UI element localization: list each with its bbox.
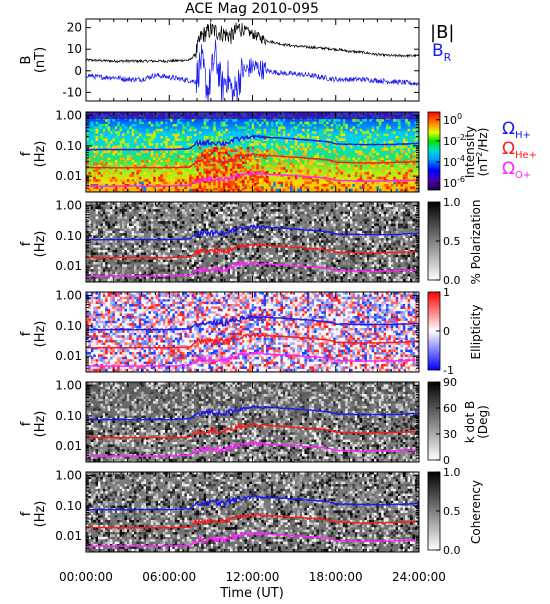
panel-ylabel-units: (Hz): [33, 321, 48, 348]
mag-ytick-label: 0: [74, 64, 82, 78]
chart-title: ACE Mag 2010-095: [185, 1, 319, 17]
colorbar-tick-label: 1.0: [443, 466, 461, 479]
cyclotron-legend-1: ΩHe+: [502, 139, 537, 161]
colorbar-tick-label: 0: [443, 325, 450, 338]
freq-tick-label: 0.10: [55, 139, 82, 153]
freq-tick-label: 0.10: [55, 499, 82, 513]
magnetic-field-panel: 20 10 0 -10 B (nT) |B| BR: [19, 19, 454, 110]
colorbar-title: % Polarization: [469, 200, 483, 285]
freq-tick-label: 0.01: [55, 529, 82, 543]
panel-ylabel-units: (Hz): [33, 231, 48, 258]
time-tick-label: 00:00:00: [59, 570, 113, 584]
panel-ylabel: f: [19, 421, 34, 426]
mag-ytick-label: -10: [62, 85, 82, 99]
freq-tick-label: 0.10: [55, 319, 82, 333]
panel-ylabel: f: [19, 241, 34, 246]
time-tick-label: 18:00:00: [309, 570, 363, 584]
spectrogram-panel-coherency: 1.00 0.10 0.01 f(Hz) 1.0 0.5 0.0 Coherency: [19, 466, 483, 557]
spectrogram-panel-polarization: 1.000.100.01f(Hz)1.00.50.0% Polarization: [19, 196, 483, 287]
freq-tick-label: 0.10: [55, 229, 82, 243]
freq-tick-label: 1.00: [55, 468, 82, 482]
colorbar-tick-label: 30: [443, 428, 457, 441]
panel-ylabel: f: [19, 511, 34, 516]
spectrogram-image-ellipticity: [86, 292, 420, 374]
panel-ylabel-units: (Hz): [33, 411, 48, 438]
spectrogram-image-intensity: [86, 112, 420, 194]
freq-tick-label: 1.00: [55, 198, 82, 212]
spectrogram-image-kdotb: [86, 382, 420, 464]
time-tick-label: 12:00:00: [226, 570, 280, 584]
panel-ylabel-units: (Hz): [33, 501, 48, 528]
colorbar-title: k dot B: [463, 401, 477, 443]
b-total-line: [86, 23, 419, 63]
time-tick-label: 24:00:00: [392, 570, 446, 584]
colorbar-tick-label: 0.5: [443, 235, 461, 248]
colorbar-tick-label: 10-6: [443, 175, 465, 190]
mag-ylabel-units: (nT): [33, 47, 48, 73]
mag-ylabel: B: [19, 56, 34, 65]
freq-tick-label: 1.00: [55, 288, 82, 302]
panel-ylabel-units: (Hz): [33, 141, 48, 168]
mag-ytick-label: 20: [67, 21, 82, 35]
freq-tick-label: 0.01: [55, 349, 82, 363]
freq-tick-label: 1.00: [55, 378, 82, 392]
colorbar-title-units: (nT2/Hz): [475, 128, 490, 177]
colorbar-tick-label: 60: [443, 402, 457, 415]
time-tick-label: 06:00:00: [142, 570, 196, 584]
colorbar-tick-label: 1.0: [443, 196, 461, 209]
cyclotron-legend-2: ΩO+: [502, 159, 531, 181]
x-axis-label: Time (UT): [219, 586, 284, 600]
spectrogram-image-polarization: [86, 202, 420, 284]
panel-ylabel: f: [19, 331, 34, 336]
colorbar-tick-label: 10-4: [443, 154, 465, 169]
freq-tick-label: 1.00: [55, 108, 82, 122]
mag-ytick-label: 10: [67, 42, 82, 56]
colorbar-title: Ellipticity: [469, 305, 483, 360]
colorbar-tick-label: 10-2: [443, 133, 465, 148]
colorbar-title-units: (Deg): [476, 405, 490, 439]
colorbar-tick-label: 0.5: [443, 505, 461, 518]
panel-ylabel: f: [19, 151, 34, 156]
colorbar-tick-label: 90: [443, 376, 457, 389]
colorbar-tick-label: 100: [443, 112, 462, 127]
spectrogram-panel-intensity: 1.000.100.01f(Hz)10010-210-410-6Intensit…: [19, 108, 537, 193]
freq-tick-label: 0.10: [55, 409, 82, 423]
cyclotron-legend-0: ΩH+: [502, 119, 531, 141]
legend-b-total: |B|: [430, 22, 454, 43]
colorbar-title: Coherency: [469, 480, 483, 544]
freq-tick-label: 0.01: [55, 169, 82, 183]
colorbar-kdotb: [428, 382, 440, 460]
colorbar-tick-label: 1: [443, 286, 450, 299]
spectrogram-image-coherency: [86, 472, 420, 554]
colorbar-tick-label: 0.0: [443, 544, 461, 557]
legend-b-r: BR: [432, 41, 452, 64]
freq-tick-label: 0.01: [55, 439, 82, 453]
colorbar-intensity: [428, 112, 440, 190]
freq-tick-label: 0.01: [55, 259, 82, 273]
